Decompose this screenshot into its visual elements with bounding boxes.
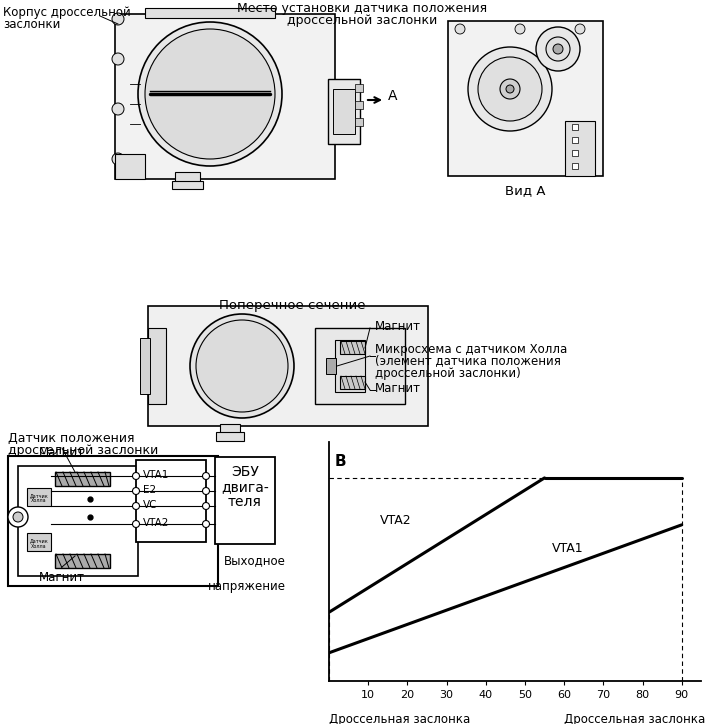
- Circle shape: [468, 47, 552, 131]
- Circle shape: [506, 85, 514, 93]
- Text: теля: теля: [228, 495, 262, 509]
- Bar: [315, 328, 405, 404]
- Bar: [333, 89, 355, 134]
- Circle shape: [202, 502, 210, 510]
- Text: напряжение: напряжение: [208, 580, 286, 593]
- Text: VTA1: VTA1: [143, 470, 169, 480]
- Bar: [448, 21, 603, 176]
- Bar: [216, 432, 244, 441]
- Bar: [115, 14, 335, 179]
- Bar: [136, 460, 206, 542]
- Bar: [355, 101, 363, 109]
- Circle shape: [132, 487, 140, 494]
- Bar: [8, 456, 218, 586]
- Bar: [148, 306, 428, 426]
- Text: VC: VC: [143, 500, 158, 510]
- Bar: [572, 163, 578, 169]
- Bar: [572, 150, 578, 156]
- Circle shape: [202, 473, 210, 479]
- Text: дроссельной заслонки): дроссельной заслонки): [375, 366, 521, 379]
- Bar: [355, 84, 363, 92]
- Circle shape: [575, 24, 585, 34]
- Circle shape: [478, 57, 542, 121]
- Text: дроссельной заслонки: дроссельной заслонки: [8, 444, 158, 457]
- Text: VTA1: VTA1: [552, 542, 584, 555]
- Text: Холла: Холла: [31, 499, 47, 503]
- Bar: [175, 172, 200, 184]
- Bar: [355, 118, 363, 126]
- Bar: [326, 358, 336, 374]
- Bar: [220, 424, 240, 434]
- Circle shape: [138, 22, 282, 166]
- Circle shape: [500, 79, 520, 99]
- Circle shape: [112, 13, 124, 25]
- Bar: [55, 472, 110, 486]
- Bar: [148, 328, 166, 404]
- Text: Магнит: Магнит: [375, 319, 421, 332]
- Circle shape: [202, 487, 210, 494]
- Text: Поперечное сечение: Поперечное сечение: [219, 299, 365, 312]
- Text: Магнит: Магнит: [39, 446, 85, 459]
- Circle shape: [8, 507, 28, 527]
- Bar: [115, 154, 145, 179]
- Circle shape: [546, 37, 570, 61]
- Text: дроссельной заслонки: дроссельной заслонки: [287, 14, 437, 27]
- Bar: [340, 341, 365, 354]
- Text: (элемент датчика положения: (элемент датчика положения: [375, 355, 561, 368]
- Circle shape: [145, 29, 275, 159]
- Bar: [172, 181, 203, 189]
- Circle shape: [112, 53, 124, 65]
- Circle shape: [553, 44, 563, 54]
- Bar: [572, 124, 578, 130]
- Text: E2: E2: [143, 485, 156, 495]
- Circle shape: [13, 512, 23, 522]
- Text: двига-: двига-: [221, 480, 269, 494]
- Bar: [565, 121, 595, 176]
- Text: заслонки: заслонки: [3, 18, 61, 31]
- Circle shape: [202, 521, 210, 528]
- Bar: [328, 79, 360, 144]
- Circle shape: [515, 24, 525, 34]
- Circle shape: [125, 166, 135, 176]
- Text: А: А: [388, 89, 398, 103]
- Bar: [27, 533, 51, 551]
- Text: Холла: Холла: [31, 544, 47, 549]
- Text: Микросхема с датчиком Холла: Микросхема с датчиком Холла: [375, 342, 568, 355]
- Text: Корпус дроссельной: Корпус дроссельной: [3, 6, 131, 19]
- Text: Дроссельная заслонка: Дроссельная заслонка: [563, 713, 705, 724]
- Text: Вид А: Вид А: [505, 184, 545, 197]
- Text: Выходное: Выходное: [224, 555, 286, 568]
- Bar: [340, 376, 365, 389]
- Circle shape: [536, 27, 580, 71]
- Text: Магнит: Магнит: [375, 382, 421, 395]
- Circle shape: [196, 320, 288, 412]
- Bar: [140, 338, 150, 394]
- Text: VTA2: VTA2: [143, 518, 169, 528]
- Circle shape: [190, 314, 294, 418]
- Text: ЭБУ: ЭБУ: [231, 465, 259, 479]
- Circle shape: [132, 473, 140, 479]
- Text: Датчик положения: Датчик положения: [8, 432, 134, 445]
- Text: Датчик: Датчик: [30, 494, 48, 499]
- Bar: [215, 457, 275, 544]
- Text: Магнит: Магнит: [39, 571, 85, 584]
- Bar: [18, 466, 138, 576]
- Bar: [27, 488, 51, 506]
- Circle shape: [112, 153, 124, 165]
- Text: В: В: [335, 455, 346, 469]
- Bar: [55, 554, 110, 568]
- Circle shape: [132, 502, 140, 510]
- Text: Дроссельная заслонка: Дроссельная заслонка: [329, 713, 470, 724]
- Bar: [335, 340, 365, 392]
- Bar: [572, 137, 578, 143]
- Circle shape: [455, 24, 465, 34]
- Text: VTA2: VTA2: [380, 514, 411, 527]
- Text: Датчик: Датчик: [30, 539, 48, 544]
- Circle shape: [132, 521, 140, 528]
- Text: Место установки датчика положения: Место установки датчика положения: [237, 2, 487, 15]
- Bar: [145, 8, 275, 18]
- Circle shape: [112, 103, 124, 115]
